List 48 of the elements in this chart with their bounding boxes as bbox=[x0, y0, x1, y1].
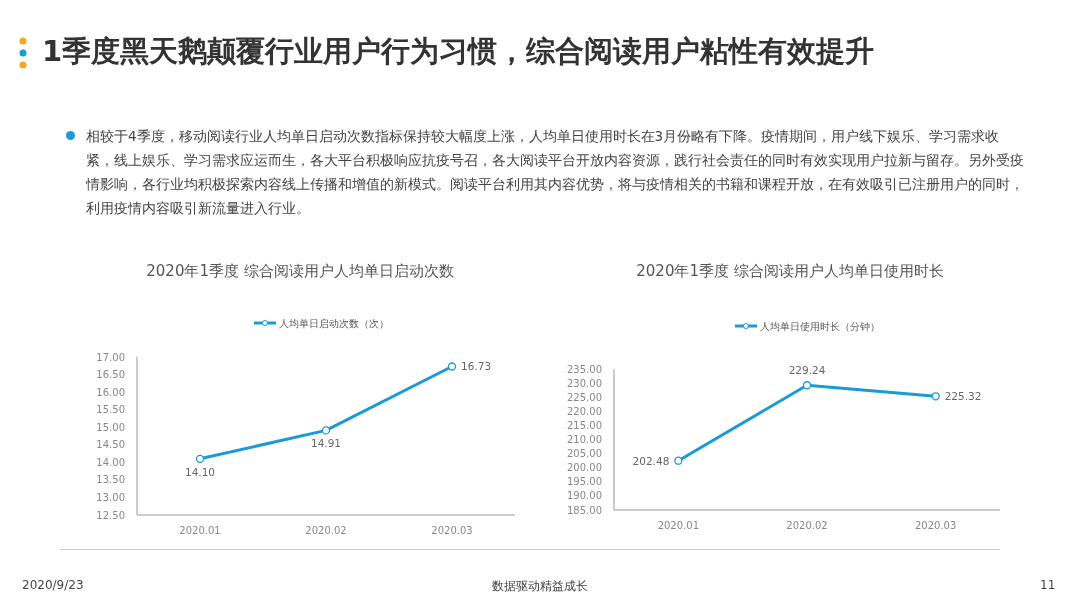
data-label: 202.48 bbox=[632, 454, 670, 467]
y-tick-label: 200.00 bbox=[567, 462, 602, 474]
point bbox=[321, 426, 331, 435]
y-tick-label: 215.00 bbox=[567, 419, 602, 431]
text: 相较于4季度，移动阅读行业人均单日启动次数指标保持较大幅度上涨，人均单日使用时长在3月份略有下降。疫情期间，用户线下娱乐、学习需求收紧，线上娱乐、学习需求应运而生，各大平台积极响应抗疫号召，各大阅读平台开放内容资源，践行社会责任的同时有效实现用户拉新与留存。另外受疫情影响，各行业均积极探索内容线上传播和增值的新模式。阅读平台利用其内容优势，将与疫情相关的书籍和课程开放，在有效吸引已注册用户的同时，利用疫情内容吸引新流量进入行业。 bbox=[86, 127, 1025, 218]
y-tick-label: 220.00 bbox=[567, 405, 602, 417]
x-tick-label: 2020.03 bbox=[914, 520, 957, 531]
y-tick-label: 185.00 bbox=[567, 504, 602, 516]
point bbox=[674, 456, 683, 465]
text: 数据驱动精益成长 bbox=[492, 579, 588, 593]
y-tick-label: 15.00 bbox=[96, 421, 125, 433]
legend-label: 人均单日使用时长（分钟） bbox=[760, 320, 880, 332]
x-tick-label: 2020.01 bbox=[657, 520, 700, 531]
text: 11 bbox=[1040, 578, 1056, 592]
y-tick-label: 210.00 bbox=[567, 434, 602, 445]
data-label: 225.32 bbox=[944, 390, 982, 403]
point bbox=[195, 454, 205, 463]
x-tick-label: 2020.03 bbox=[431, 525, 473, 536]
y-tick-label: 195.00 bbox=[567, 476, 602, 488]
chart-title: 2020年1季度 综合阅读用户人均单日启动次数 bbox=[146, 262, 454, 280]
x-tick-label: 2020.02 bbox=[786, 520, 828, 531]
point bbox=[447, 362, 457, 371]
y-tick-label: 225.00 bbox=[567, 391, 602, 403]
point bbox=[931, 392, 940, 401]
y-tick-label: 14.50 bbox=[96, 439, 125, 451]
y-tick-label: 17.00 bbox=[96, 351, 125, 363]
data-label: 14.10 bbox=[184, 465, 216, 478]
text: 1季度黑天鹅颠覆行业用户行为习惯，综合阅读用户粘性有效提升 bbox=[42, 34, 876, 68]
chart-title: 2020年1季度 综合阅读用户人均单日使用时长 bbox=[636, 262, 944, 280]
y-tick-label: 14.00 bbox=[96, 456, 125, 468]
y-tick-label: 190.00 bbox=[567, 490, 602, 502]
legend-label: 人均单日启动次数（次） bbox=[279, 317, 389, 329]
y-tick-label: 16.00 bbox=[96, 386, 125, 398]
y-tick-label: 15.50 bbox=[96, 404, 125, 416]
y-tick-label: 13.50 bbox=[96, 474, 125, 486]
data-label: 14.91 bbox=[310, 437, 342, 450]
y-tick-label: 235.00 bbox=[567, 363, 602, 375]
x-tick-label: 2020.01 bbox=[179, 525, 221, 536]
y-tick-label: 230.00 bbox=[567, 377, 602, 389]
point bbox=[802, 381, 812, 390]
y-tick-label: 16.50 bbox=[96, 369, 125, 381]
y-tick-label: 13.00 bbox=[96, 491, 125, 503]
text: 2020/9/23 bbox=[22, 578, 84, 592]
x-tick-label: 2020.02 bbox=[305, 525, 347, 536]
y-tick-label: 205.00 bbox=[567, 448, 602, 460]
data-label: 16.73 bbox=[461, 360, 492, 373]
y-tick-label: 12.50 bbox=[96, 509, 125, 521]
data-label: 229.24 bbox=[788, 364, 826, 377]
